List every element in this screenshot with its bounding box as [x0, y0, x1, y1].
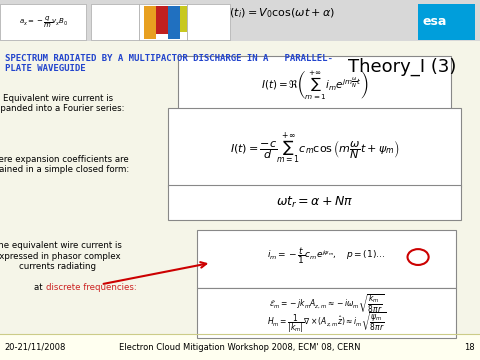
Text: $I(t) = \dfrac{-c}{d}\sum_{m=1}^{+\infty} c_m \cos\left(m\dfrac{\omega}{N}t + \p: $I(t) = \dfrac{-c}{d}\sum_{m=1}^{+\infty… — [229, 130, 399, 166]
Text: $a_x = -\dfrac{q}{m} v_x B_0$: $a_x = -\dfrac{q}{m} v_x B_0$ — [19, 15, 68, 30]
Text: 18: 18 — [465, 343, 475, 352]
Text: $\mathcal{E}_m = -jk_m A_{z,m} \approx -i\omega_m \sqrt{\dfrac{k_m}{8\pi r}}$: $\mathcal{E}_m = -jk_m A_{z,m} \approx -… — [269, 293, 384, 315]
Text: $H_m = \dfrac{1}{|k_m|} \nabla \times (A_{z,m} \hat{z}) \approx i_m \sqrt{\dfrac: $H_m = \dfrac{1}{|k_m|} \nabla \times (A… — [267, 310, 386, 335]
FancyBboxPatch shape — [187, 4, 230, 40]
Bar — [144, 6, 156, 39]
Text: SPECTRUM RADIATED BY A MULTIPACTOR DISCHARGE IN A   PARALLEL-
PLATE WAVEGUIDE: SPECTRUM RADIATED BY A MULTIPACTOR DISCH… — [5, 54, 333, 73]
FancyBboxPatch shape — [168, 108, 461, 187]
FancyBboxPatch shape — [197, 288, 456, 338]
Bar — [180, 6, 187, 32]
Text: Equivalent wire current is
expanded into a Fourier series:: Equivalent wire current is expanded into… — [0, 94, 125, 113]
Text: $V(t_i) = V_0 \cos(\omega t + \alpha)$: $V(t_i) = V_0 \cos(\omega t + \alpha)$ — [222, 6, 335, 20]
FancyBboxPatch shape — [0, 4, 86, 40]
Text: The equivalent wire current is
expressed in phasor complex
currents radiating: The equivalent wire current is expressed… — [0, 241, 122, 271]
Text: $i_m = -\dfrac{t}{1} c_m e^{j\psi_m}, \quad p = (1)\ldots$: $i_m = -\dfrac{t}{1} c_m e^{j\psi_m}, \q… — [267, 245, 385, 266]
FancyBboxPatch shape — [139, 4, 187, 40]
FancyBboxPatch shape — [418, 4, 475, 40]
Text: $I(t) = \Re\left(\sum_{m=1}^{+\infty} i_m e^{jm\frac{\omega}{N}t}\right)$: $I(t) = \Re\left(\sum_{m=1}^{+\infty} i_… — [261, 68, 368, 101]
FancyBboxPatch shape — [91, 4, 139, 40]
Text: where expansion coefficients are
obtained in a simple closed form:: where expansion coefficients are obtaine… — [0, 155, 130, 174]
Text: Electron Cloud Mitigation Workshop 2008, ECM' 08, CERN: Electron Cloud Mitigation Workshop 2008,… — [119, 343, 361, 352]
FancyBboxPatch shape — [168, 185, 461, 220]
Text: $\omega t_r = \alpha + N\pi$: $\omega t_r = \alpha + N\pi$ — [276, 195, 353, 210]
FancyBboxPatch shape — [197, 230, 456, 288]
Text: Theory_I (3): Theory_I (3) — [348, 58, 456, 76]
FancyBboxPatch shape — [178, 56, 451, 113]
Bar — [156, 6, 168, 34]
FancyBboxPatch shape — [0, 335, 480, 360]
Text: discrete frequencies:: discrete frequencies: — [46, 283, 136, 292]
Text: at: at — [34, 283, 45, 292]
Bar — [168, 6, 180, 39]
FancyBboxPatch shape — [0, 0, 480, 41]
Text: esa: esa — [422, 15, 446, 28]
Text: 20-21/11/2008: 20-21/11/2008 — [5, 343, 66, 352]
